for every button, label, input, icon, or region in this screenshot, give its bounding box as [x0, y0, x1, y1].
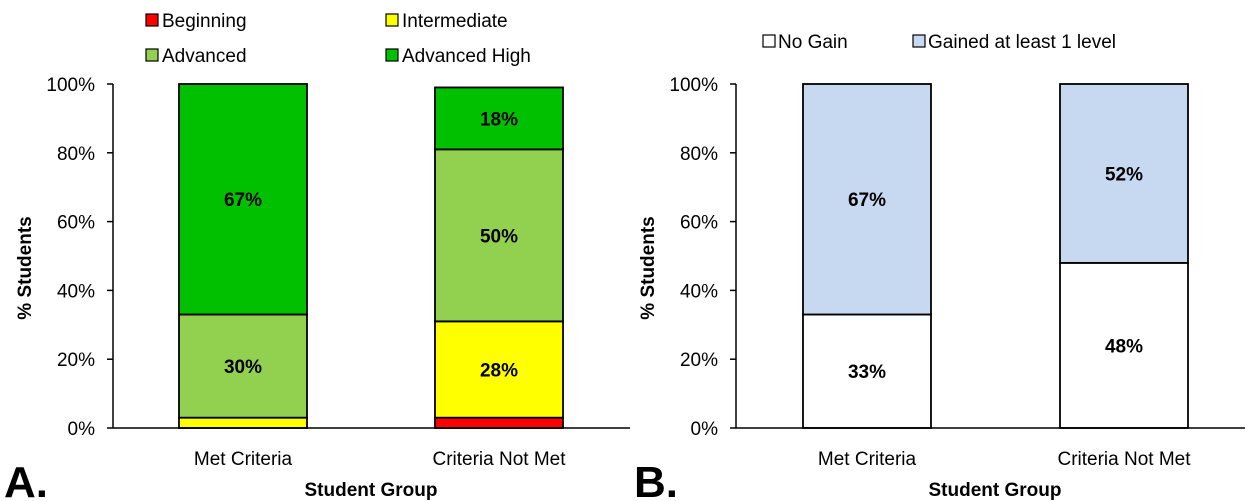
chart-panel-b: No Gain Gained at least 1 level 0% 20% 40%…	[634, 32, 1245, 501]
legend-b: No Gain Gained at least 1 level	[762, 32, 1116, 53]
bar-segment-met-criteria-advanced	[178, 313, 308, 419]
x-tick-met-criteria-b: Met Criteria	[818, 449, 917, 470]
legend-label-intermediate: Intermediate	[402, 11, 508, 32]
y-tick-label-40: 40%	[680, 281, 718, 302]
y-tick-label-100: 100%	[669, 75, 718, 96]
bar-segment-met-criteria-advanced-high	[178, 83, 308, 316]
bar-segment-criteria-not-met-gained-at-least-1-level	[1059, 83, 1189, 264]
chart-panel-a: Beginning Intermediate Advanced Advanced…	[4, 11, 630, 501]
data-label-met-criteria-advanced: 30%	[224, 357, 262, 378]
y-ticks-b: 0% 20% 40% 60% 80% 100%	[669, 75, 736, 440]
data-label-met-criteria-gained-at-least-1-level: 67%	[848, 190, 886, 211]
bar-segment-met-criteria-gained-at-least-1-level	[802, 83, 932, 316]
data-label-criteria-not-met-no-gain: 48%	[1105, 336, 1143, 357]
bars-a	[178, 83, 564, 429]
panel-label-b: B.	[634, 458, 678, 501]
legend-label-no-gain: No Gain	[778, 32, 848, 53]
y-tick-label-60: 60%	[680, 213, 718, 234]
bar-segment-criteria-not-met-beginning	[434, 416, 564, 429]
data-label-met-criteria-advanced-high: 67%	[224, 190, 262, 211]
legend-a: Beginning Intermediate Advanced Advanced…	[145, 11, 531, 67]
data-labels-a: 30% 67% 28% 50% 18%	[224, 109, 518, 381]
bar-segment-met-criteria-no-gain	[802, 313, 932, 429]
y-tick-label-0: 0%	[68, 419, 96, 440]
legend-swatch-gained	[912, 34, 926, 48]
y-tick-label-40: 40%	[57, 281, 95, 302]
y-tick-label-80: 80%	[680, 144, 718, 165]
data-labels-b: 33% 67% 48% 52%	[848, 164, 1143, 383]
data-label-criteria-not-met-advanced-high: 18%	[480, 109, 518, 130]
legend-swatch-no-gain	[762, 34, 776, 48]
bar-segment-met-criteria-intermediate	[178, 416, 308, 429]
y-tick-label-20: 20%	[57, 350, 95, 371]
legend-label-gained: Gained at least 1 level	[928, 32, 1116, 53]
y-tick-label-60: 60%	[57, 213, 95, 234]
x-axis-title-b: Student Group	[929, 480, 1062, 501]
y-tick-label-20: 20%	[680, 350, 718, 371]
x-tick-criteria-not-met-b: Criteria Not Met	[1057, 449, 1191, 470]
data-label-met-criteria-no-gain: 33%	[848, 362, 886, 383]
y-tick-label-100: 100%	[46, 75, 95, 96]
bar-segment-criteria-not-met-advanced-high	[434, 86, 564, 151]
legend-swatch-advanced	[145, 48, 159, 62]
y-axis-title-a: % Students	[15, 216, 36, 319]
x-tick-met-criteria-a: Met Criteria	[194, 449, 293, 470]
legend-label-advanced-high: Advanced High	[402, 46, 531, 67]
legend-label-advanced: Advanced	[162, 46, 247, 67]
y-tick-label-0: 0%	[691, 419, 719, 440]
x-tick-criteria-not-met-a: Criteria Not Met	[432, 449, 566, 470]
x-axis-title-a: Student Group	[305, 480, 438, 501]
panel-label-a: A.	[4, 458, 48, 501]
legend-label-beginning: Beginning	[162, 11, 247, 32]
data-label-criteria-not-met-intermediate: 28%	[480, 361, 518, 382]
legend-swatch-beginning	[145, 13, 159, 27]
legend-swatch-intermediate	[385, 13, 399, 27]
data-label-criteria-not-met-gained-at-least-1-level: 52%	[1105, 164, 1143, 185]
y-axis-title-b: % Students	[638, 216, 659, 319]
data-label-criteria-not-met-advanced: 50%	[480, 226, 518, 247]
legend-swatch-advanced-high	[385, 48, 399, 62]
y-ticks-a: 0% 20% 40% 60% 80% 100%	[46, 75, 113, 440]
y-tick-label-80: 80%	[57, 144, 95, 165]
